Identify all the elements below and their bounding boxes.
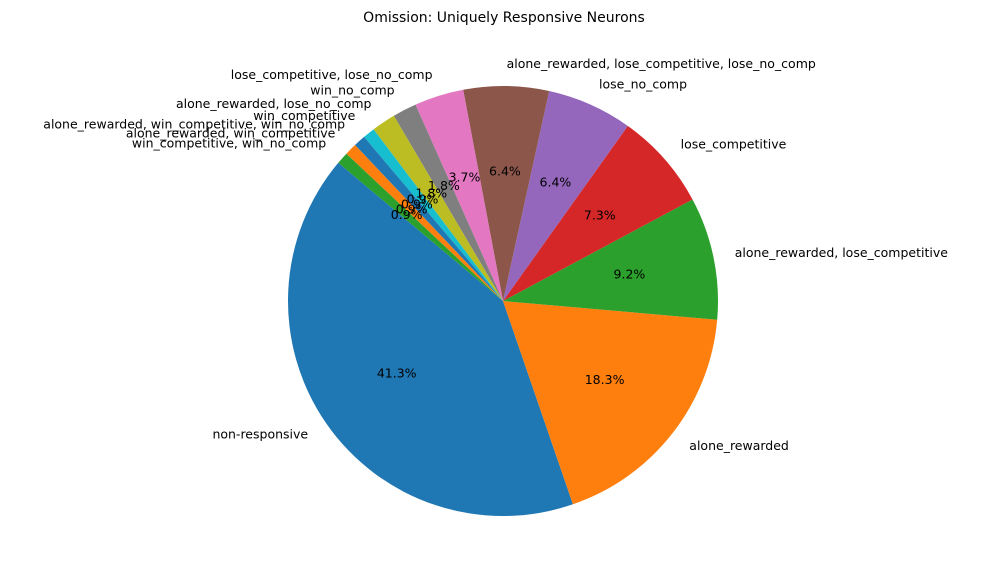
percentage-label: 1.8%: [415, 185, 447, 200]
percentage-label: 6.4%: [540, 175, 572, 190]
pie-slice: [354, 136, 503, 301]
slice-label: alone_rewarded, lose_no_comp: [176, 96, 372, 111]
percentage-label: 0.9%: [401, 197, 433, 212]
percentage-label: 9.2%: [614, 267, 646, 282]
percentage-label: 7.3%: [584, 207, 616, 222]
slice-label: win_competitive, win_no_comp: [132, 135, 326, 150]
percentage-label: 41.3%: [377, 366, 417, 381]
percentage-label: 0.9%: [391, 207, 423, 222]
percentage-label: 3.7%: [449, 169, 481, 184]
pie-slice: [503, 301, 718, 505]
pie-slice: [338, 153, 503, 301]
percentage-label: 0.9%: [407, 192, 439, 207]
slice-label: alone_rewarded, win_competitive, win_no_…: [43, 116, 345, 131]
pie-slice: [415, 89, 503, 301]
percentage-label: 18.3%: [585, 372, 625, 387]
pie-slice: [463, 86, 550, 301]
pie-slice: [503, 125, 693, 301]
slice-label: win_no_comp: [310, 82, 394, 97]
percentage-labels: 41.3% 18.3%9.2%7.3%6.4%6.4%3.7%1.8%1.8%0.…: [377, 164, 646, 387]
percentage-label: 0.9%: [396, 202, 428, 217]
slice-label: alone_rewarded, win_competitive: [126, 126, 336, 141]
pie-slice: [364, 129, 503, 301]
pie-slice: [503, 91, 628, 302]
slice-label: non-responsive: [212, 426, 308, 441]
pie-slice: [393, 104, 503, 301]
percentage-label: 1.8%: [428, 178, 460, 193]
pie-slice: [288, 162, 573, 516]
chart-title: Omission: Uniquely Responsive Neurons: [363, 10, 645, 26]
pie-slice: [373, 115, 503, 301]
slice-label: lose_competitive, lose_no_comp: [231, 67, 433, 82]
pie-slice: [503, 199, 719, 320]
slice-label: alone_rewarded, lose_competitive: [735, 245, 949, 260]
percentage-label: 6.4%: [489, 164, 521, 179]
pie-slice: [346, 145, 503, 301]
slice-label: alone_rewarded: [689, 438, 789, 453]
pie-slices: [288, 86, 719, 516]
slice-labels: non-responsive alone_rewarded alone_reward…: [43, 56, 948, 453]
slice-label: alone_rewarded, lose_competitive, lose_n…: [507, 56, 816, 71]
slice-label: lose_competitive: [681, 136, 787, 151]
slice-label: lose_no_comp: [599, 76, 687, 91]
slice-label: win_competitive: [253, 108, 355, 123]
